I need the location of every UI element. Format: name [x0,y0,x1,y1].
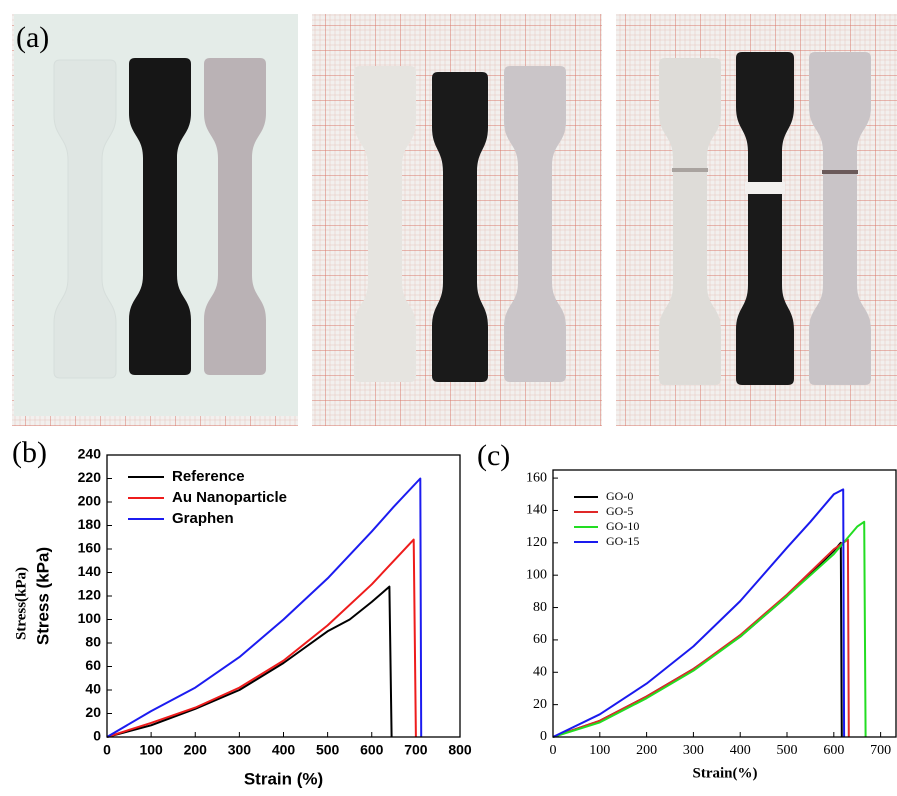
line-series [106,477,423,738]
line-series [552,488,846,738]
line-series [552,520,867,738]
x-tick-label: 600 [360,742,384,758]
y-tick-label: 60 [533,632,547,647]
y-tick-label: 80 [533,600,547,615]
legend-label: GO-10 [606,519,639,533]
x-tick-label: 700 [404,742,428,758]
legend-label: Graphen [172,510,234,527]
fracture [822,170,858,174]
chart: (c)0 100 200 300 400 500 600 700020406080100120… [13,439,897,781]
x-axis-title: Strain(%) [693,765,758,781]
y-tick-label: 160 [526,470,547,485]
specimen [129,58,191,375]
x-tick-label: 100 [589,743,610,758]
legend-label: Au Nanoparticle [172,489,287,506]
x-tick-label: 300 [228,742,252,758]
legend-label: Reference [172,468,245,485]
y-tick-label: 20 [533,697,547,712]
specimen [659,58,721,385]
fracture [672,168,708,172]
y-tick-label: 20 [85,704,101,720]
y-axis-title: Stress (kPa) [33,547,52,645]
panel-label: (b) [12,436,47,469]
x-tick-label: 0 [550,743,557,758]
specimen [736,52,794,385]
line-series [106,585,393,738]
y-axis-title: Stress(kPa) [13,567,29,640]
panel-label: (c) [477,439,510,472]
y-tick-label: 100 [78,610,102,626]
y-tick-label: 140 [526,503,547,518]
photo-panel [12,14,897,426]
x-tick-label: 100 [139,742,163,758]
y-tick-label: 60 [85,657,101,673]
x-tick-label: 200 [184,742,208,758]
x-axis-title: Strain (%) [244,769,323,788]
x-tick-label: 800 [448,742,472,758]
legend-label: GO-5 [606,504,633,518]
y-tick-label: 180 [78,516,102,532]
x-tick-label: 400 [730,743,751,758]
line-series [106,538,417,738]
fracture [745,182,785,194]
chart: (b) 0 100 200 300 400 500 600 700 800 0 20 40 60 80 100… [12,436,472,789]
y-tick-label: 0 [540,729,547,744]
plot-frame [552,469,897,738]
specimen [53,59,117,379]
y-tick-label: 120 [78,587,102,603]
specimen [504,66,566,382]
legend-label: GO-15 [606,534,639,548]
x-tick-label: 200 [636,743,657,758]
y-tick-label: 220 [78,469,102,485]
specimen [432,72,488,382]
x-tick-label: 400 [272,742,296,758]
y-tick-label: 200 [78,493,102,509]
y-tick-label: 40 [533,664,547,679]
specimen [204,58,266,375]
x-tick-label: 500 [777,743,798,758]
y-tick-label: 40 [85,681,101,697]
y-tick-label: 240 [78,446,102,462]
y-tick-label: 120 [526,535,547,550]
specimen [354,66,416,382]
y-tick-label: 80 [85,634,101,650]
x-tick-label: 0 [103,742,111,758]
specimen [809,52,871,385]
panel-label: (a) [16,21,49,54]
y-tick-label: 160 [78,540,102,556]
legend-label: GO-0 [606,489,633,503]
x-tick-label: 700 [870,743,891,758]
x-tick-label: 500 [316,742,340,758]
line-series [552,541,843,738]
y-tick-label: 0 [93,728,101,744]
y-tick-label: 100 [526,567,547,582]
x-tick-label: 300 [683,743,704,758]
y-tick-label: 140 [78,563,102,579]
plot-frame [106,454,461,738]
x-tick-label: 600 [823,743,844,758]
